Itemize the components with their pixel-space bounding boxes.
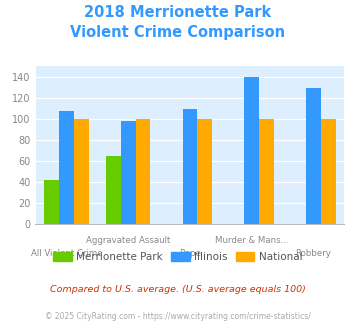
Text: Rape: Rape bbox=[179, 249, 201, 258]
Text: Compared to U.S. average. (U.S. average equals 100): Compared to U.S. average. (U.S. average … bbox=[50, 285, 305, 294]
Text: Violent Crime Comparison: Violent Crime Comparison bbox=[70, 25, 285, 40]
Bar bbox=[136, 119, 151, 224]
Bar bbox=[259, 119, 274, 224]
Text: © 2025 CityRating.com - https://www.cityrating.com/crime-statistics/: © 2025 CityRating.com - https://www.city… bbox=[45, 312, 310, 321]
Text: Robbery: Robbery bbox=[295, 249, 332, 258]
Bar bbox=[74, 119, 89, 224]
Bar bbox=[244, 77, 259, 224]
Text: 2018 Merrionette Park: 2018 Merrionette Park bbox=[84, 5, 271, 20]
Bar bbox=[306, 88, 321, 224]
Text: All Violent Crime: All Violent Crime bbox=[31, 249, 102, 258]
Bar bbox=[321, 119, 336, 224]
Bar bbox=[182, 109, 197, 224]
Text: Murder & Mans...: Murder & Mans... bbox=[215, 236, 289, 245]
Bar bbox=[44, 180, 59, 224]
Bar bbox=[59, 112, 74, 224]
Bar bbox=[197, 119, 212, 224]
Bar bbox=[106, 156, 121, 224]
Bar bbox=[121, 121, 136, 224]
Legend: Merrionette Park, Illinois, National: Merrionette Park, Illinois, National bbox=[49, 248, 306, 266]
Text: Aggravated Assault: Aggravated Assault bbox=[86, 236, 170, 245]
